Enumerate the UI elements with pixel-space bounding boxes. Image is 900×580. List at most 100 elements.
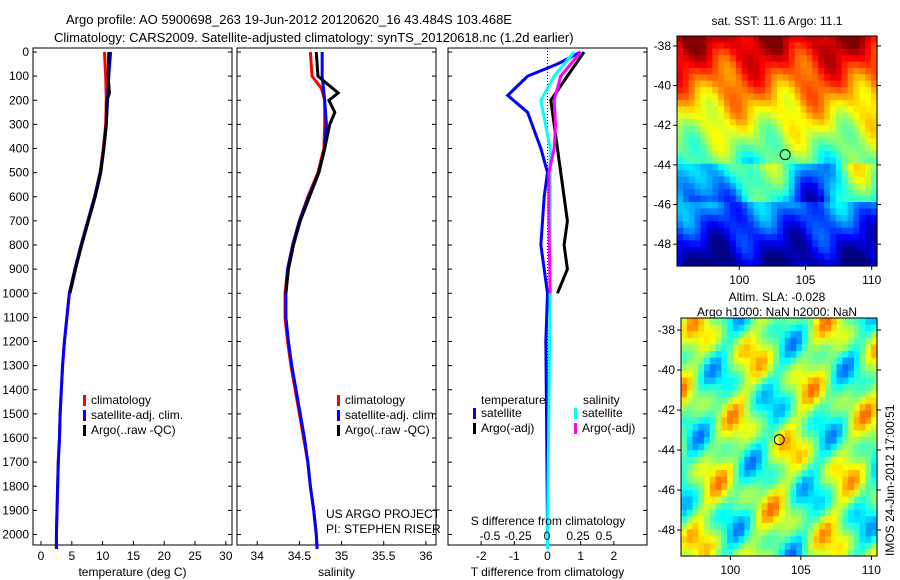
map-cell	[753, 208, 760, 216]
map-cell	[686, 370, 694, 379]
map-cell	[807, 384, 815, 392]
map-cell	[686, 357, 694, 365]
map-cell	[747, 61, 755, 69]
map-cell	[779, 390, 786, 398]
map-cell	[819, 456, 826, 464]
map-cell	[790, 417, 797, 425]
x-tick-label: 5	[68, 549, 75, 563]
map-cell	[871, 246, 878, 254]
map-cell	[741, 151, 749, 158]
map-cell	[836, 443, 843, 451]
map-cell	[779, 410, 786, 418]
map-cell	[771, 93, 778, 101]
map-cell	[777, 234, 784, 242]
map-cell	[688, 221, 696, 229]
map-cell	[694, 93, 702, 101]
map-cell	[753, 55, 760, 63]
map-cell	[732, 403, 740, 412]
map-cell	[848, 542, 855, 550]
map-cell	[871, 125, 878, 133]
map-cell	[727, 357, 734, 365]
map-cell	[830, 529, 838, 537]
map-cell	[812, 227, 819, 235]
map-cell	[761, 337, 769, 345]
map-cell	[724, 131, 731, 139]
map-cell	[729, 48, 737, 56]
map-cell	[825, 324, 832, 332]
map-cell	[794, 182, 802, 190]
map-cell	[712, 42, 719, 50]
map-cell	[727, 331, 734, 339]
map-cell	[806, 227, 813, 235]
map-cell	[692, 417, 699, 425]
map-cell	[782, 259, 790, 267]
map-cell	[773, 384, 780, 392]
map-cell	[794, 80, 802, 88]
map-cell	[802, 516, 809, 524]
map-cell	[847, 67, 855, 75]
map-cell	[727, 364, 734, 372]
map-cell	[794, 246, 802, 254]
map-cell	[738, 384, 745, 392]
map-cell	[692, 443, 699, 451]
map-cell	[853, 476, 861, 484]
legend-swatch	[574, 408, 577, 419]
map-cell	[865, 390, 872, 398]
map-cell	[790, 456, 797, 464]
map-cell	[744, 344, 751, 352]
map-cell	[759, 55, 766, 63]
map-cell	[796, 318, 803, 326]
map-cell	[755, 331, 763, 339]
map-cell	[700, 234, 707, 242]
x-axis-label: temperature (deg C)	[78, 565, 186, 579]
map-cell	[712, 61, 719, 69]
map-cell	[727, 344, 734, 352]
map-cell	[694, 227, 702, 235]
map-cell	[755, 410, 763, 418]
map-cell	[812, 259, 819, 267]
map-cell	[750, 483, 757, 491]
map-cell	[741, 112, 749, 120]
map-cell	[794, 202, 802, 210]
map-cell	[750, 403, 757, 412]
map-cell	[871, 430, 878, 438]
map-cell	[773, 542, 780, 550]
map-cell	[848, 450, 855, 458]
map-cell	[853, 240, 860, 248]
map-cell	[706, 259, 713, 267]
map-cell	[777, 227, 784, 235]
map-cell	[698, 489, 705, 498]
map-cell	[777, 119, 784, 127]
map-cell	[788, 246, 796, 254]
map-cell	[853, 208, 860, 216]
map-cell	[709, 351, 717, 359]
map-cell	[735, 80, 743, 88]
map-cell	[779, 470, 786, 478]
map-cell	[744, 331, 751, 339]
map-cell	[761, 503, 769, 511]
map-cell	[767, 516, 774, 524]
map-cell	[865, 370, 872, 379]
map-cell	[865, 463, 872, 471]
map-cell	[686, 377, 694, 385]
map-cell	[765, 48, 772, 56]
map-cell	[700, 227, 707, 235]
map-cell	[825, 437, 832, 445]
map-cell	[859, 182, 866, 190]
map-cell	[865, 489, 872, 498]
map-cell	[688, 208, 696, 216]
map-cell	[729, 170, 737, 178]
map-cell	[807, 417, 815, 425]
map-cell	[819, 318, 826, 326]
map-cell	[871, 61, 878, 69]
map-cell	[682, 176, 690, 184]
map-cell	[871, 417, 878, 425]
map-cell	[842, 549, 849, 557]
map-cell	[853, 163, 860, 171]
map-cell	[727, 529, 734, 537]
map-cell	[813, 370, 820, 379]
map-cell	[829, 176, 837, 184]
map-cell	[853, 259, 860, 267]
map-cell	[813, 423, 820, 431]
y-tick-label: 1700	[2, 455, 29, 469]
